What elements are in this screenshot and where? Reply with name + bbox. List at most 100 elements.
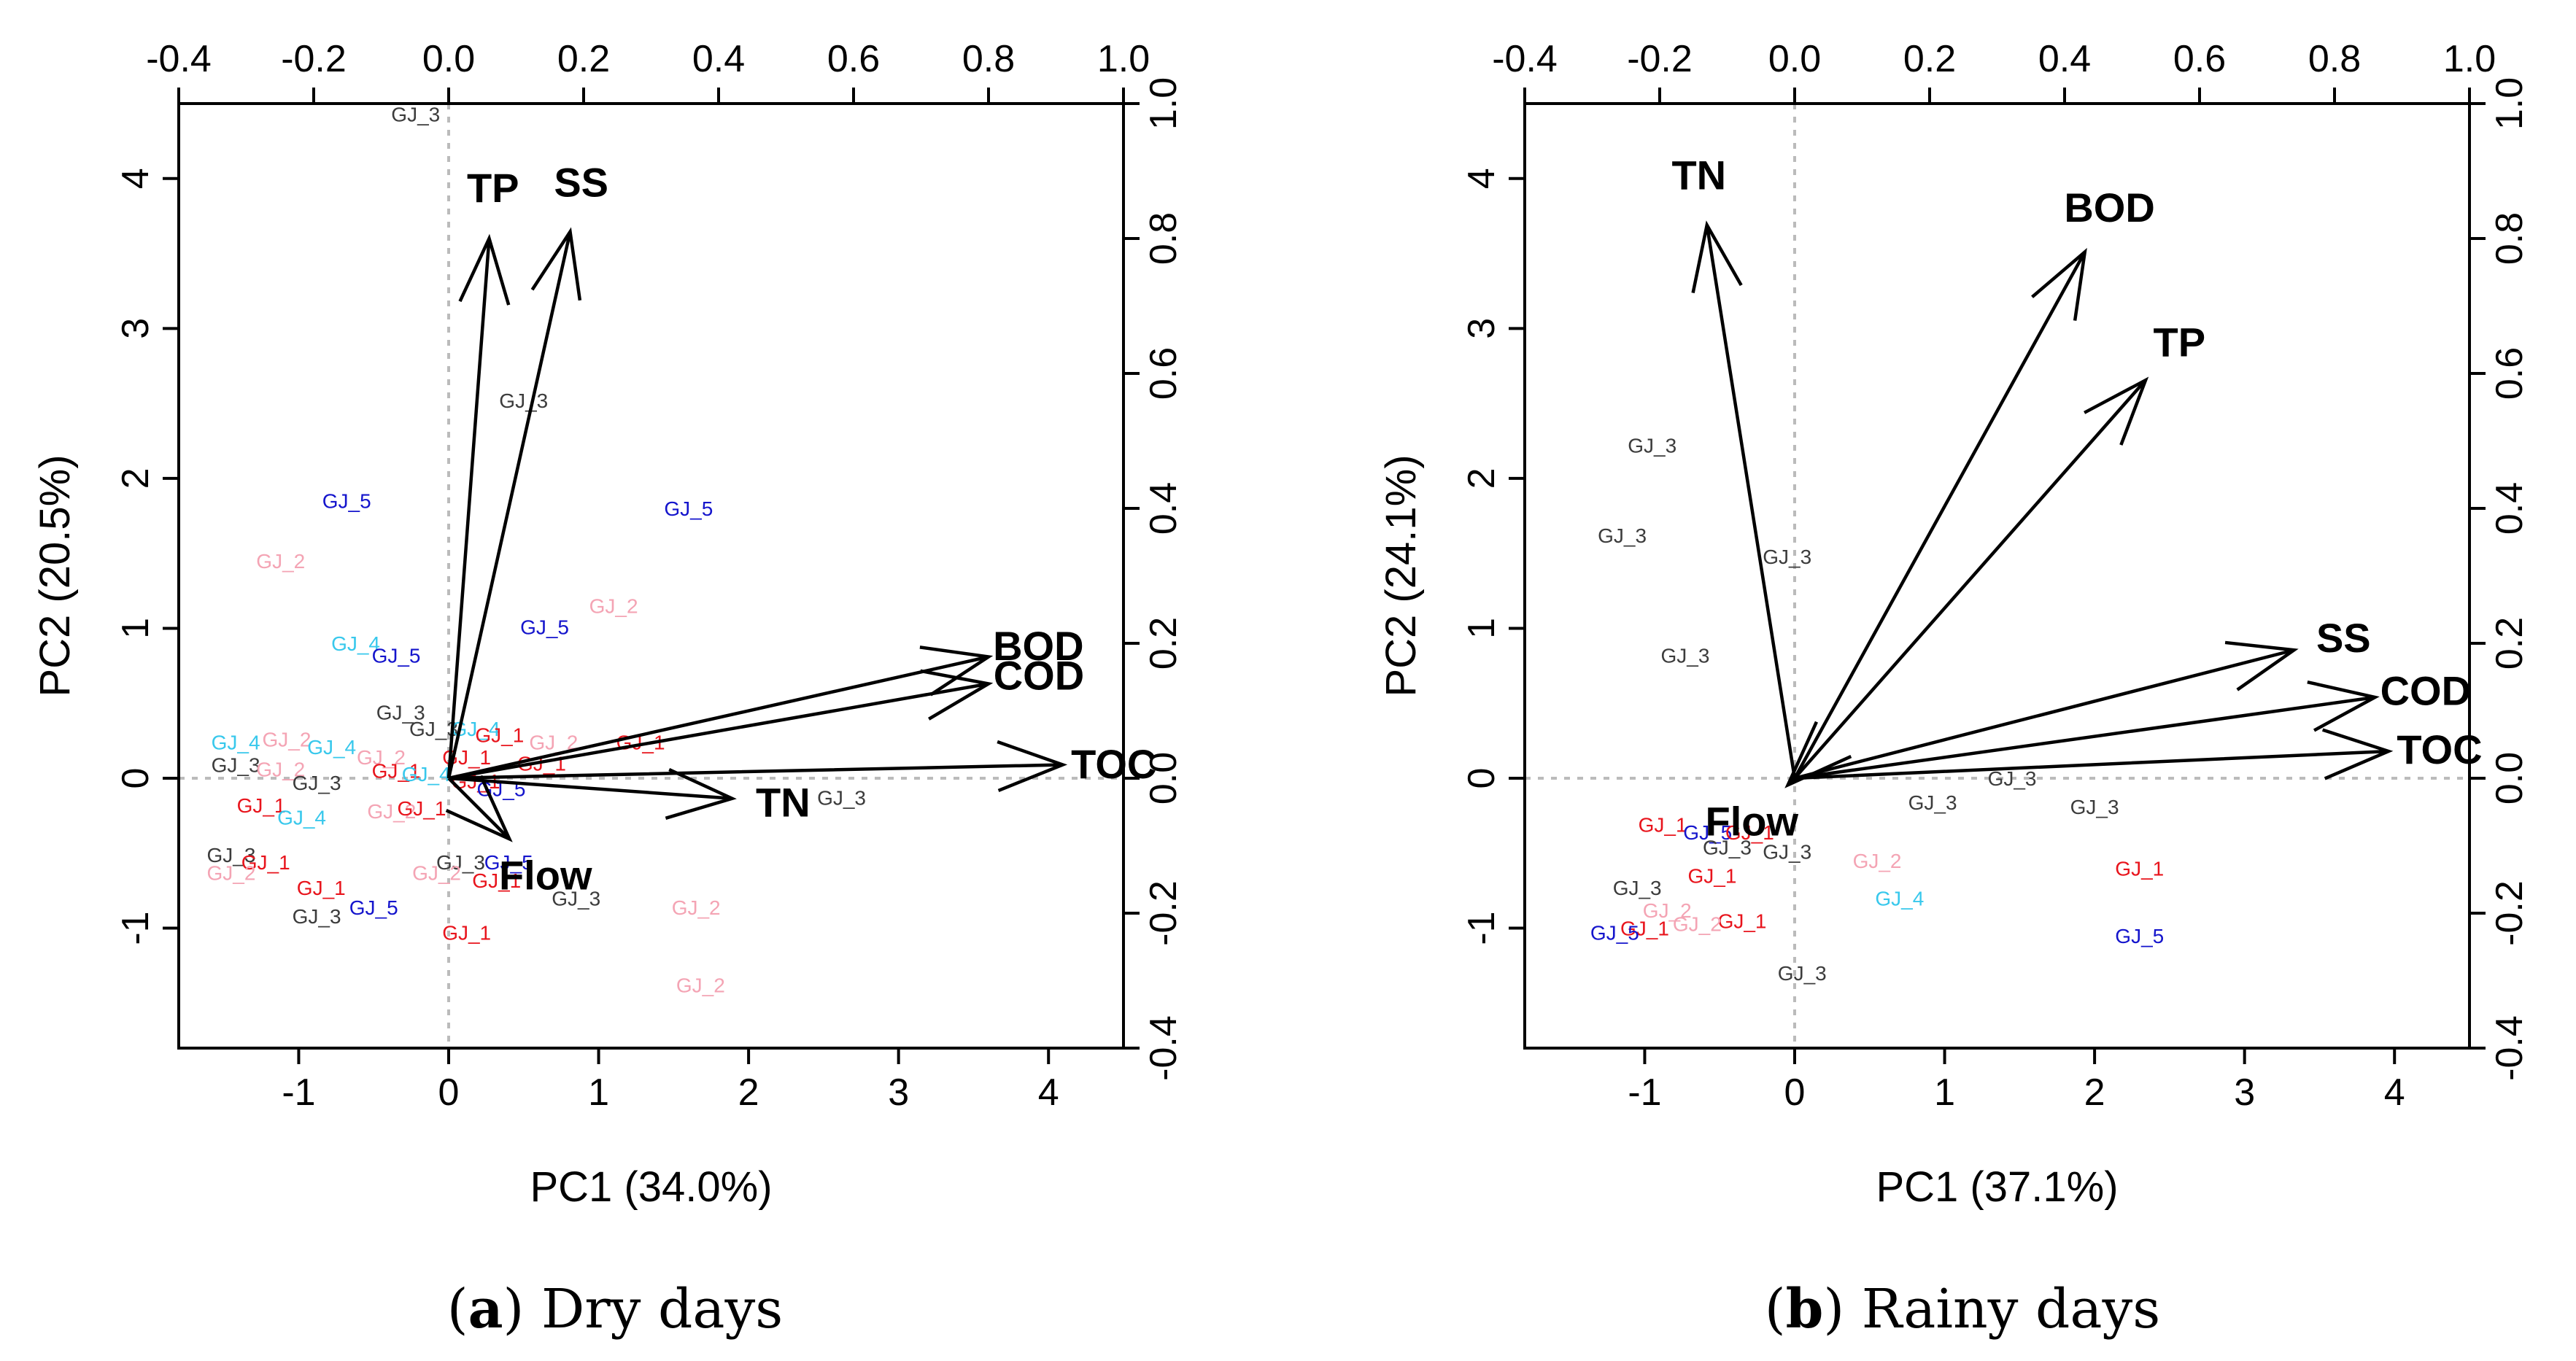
loading-label-cod: COD xyxy=(994,652,1084,698)
caption-text-dry: Dry days xyxy=(541,1278,783,1341)
observation-label: GJ_1 xyxy=(297,877,346,899)
observation-label: GJ_4 xyxy=(212,732,260,754)
observation-label: GJ_3 xyxy=(1778,962,1827,985)
y-axis-label: PC2 (24.1%) xyxy=(1377,454,1425,697)
observation-label: GJ_3 xyxy=(212,754,260,777)
top-tick-label: -0.4 xyxy=(146,38,212,80)
right-tick-label: 0.8 xyxy=(1142,212,1185,265)
top-tick-label: 0.4 xyxy=(692,38,745,80)
right-tick-label: 0.4 xyxy=(2488,482,2531,535)
observation-label: GJ_2 xyxy=(367,800,416,823)
observation-label: GJ_3 xyxy=(436,851,485,874)
top-tick-label: 0.2 xyxy=(1903,38,1956,80)
observation-label: GJ_1 xyxy=(1620,918,1669,940)
observation-label: GJ_1 xyxy=(1718,910,1767,932)
observation-label: GJ_3 xyxy=(1988,767,2037,790)
top-tick-label: 0.0 xyxy=(422,38,475,80)
right-tick-label: -0.2 xyxy=(1142,880,1185,946)
loading-arrow-toc xyxy=(448,740,1068,792)
loading-arrow-tn xyxy=(1691,220,1797,779)
observation-label: GJ_5 xyxy=(664,497,713,520)
top-tick-label: -0.4 xyxy=(1492,38,1558,80)
top-tick-label: -0.2 xyxy=(1627,38,1693,80)
loading-label-tn: TN xyxy=(756,780,811,826)
x-tick-label: 1 xyxy=(1934,1071,1955,1114)
observation-label: GJ_3 xyxy=(293,772,341,794)
observation-label: GJ_2 xyxy=(589,595,638,618)
right-tick-label: 0.2 xyxy=(2488,617,2531,670)
plot-frame xyxy=(177,102,1125,1050)
observation-label: GJ_3 xyxy=(817,787,866,810)
observation-label: GJ_1 xyxy=(237,794,286,817)
y-tick-label: 0 xyxy=(115,768,157,789)
right-tick-label: -0.2 xyxy=(2488,880,2531,946)
top-tick-label: 0.8 xyxy=(962,38,1015,80)
right-tick-label: 1.0 xyxy=(2488,77,2531,130)
observation-label: GJ_3 xyxy=(391,103,440,125)
observation-label: GJ_3 xyxy=(1598,524,1647,547)
observation-label: GJ_1 xyxy=(372,760,421,783)
x-tick-label: 3 xyxy=(2234,1071,2255,1114)
x-tick-label: 2 xyxy=(738,1071,759,1114)
observation-label: GJ_1 xyxy=(1639,814,1687,837)
observation-label: GJ_3 xyxy=(1613,877,1662,899)
top-tick-label: 0.6 xyxy=(2173,38,2226,80)
x-tick-label: 0 xyxy=(1784,1071,1806,1114)
observation-label: GJ_5 xyxy=(322,490,371,513)
right-tick-label: 0.6 xyxy=(2488,347,2531,400)
observation-label: GJ_2 xyxy=(206,862,255,885)
observation-label: GJ_3 xyxy=(409,718,458,740)
loading-label-tn: TN xyxy=(1671,152,1726,198)
y-tick-label: 2 xyxy=(1461,468,1503,489)
loading-label-flow: Flow xyxy=(499,853,592,899)
observation-label: GJ_3 xyxy=(552,887,600,910)
observation-label: GJ_2 xyxy=(256,759,305,781)
observation-label: GJ_2 xyxy=(672,896,721,919)
loading-arrow-tp xyxy=(1793,376,2149,780)
right-tick-label: -0.4 xyxy=(1142,1015,1185,1081)
observation-label: GJ_4 xyxy=(402,763,451,786)
loading-arrow-flow xyxy=(445,775,513,842)
y-tick-label: 3 xyxy=(1461,318,1503,339)
observation-label: GJ_4 xyxy=(277,806,326,829)
loading-arrow-toc xyxy=(1794,728,2394,780)
loading-arrow-ss xyxy=(446,227,582,779)
observation-label: GJ_1 xyxy=(2115,857,2164,880)
x-tick-label: -1 xyxy=(1628,1071,1661,1114)
loading-label-bod: BOD xyxy=(2064,185,2154,230)
loading-arrow-cod xyxy=(448,669,994,780)
right-tick-label: -0.4 xyxy=(2488,1015,2531,1081)
loading-label-ss: SS xyxy=(2316,615,2371,661)
observation-label: GJ_2 xyxy=(676,974,725,997)
top-tick-label: 0.0 xyxy=(1768,38,1821,80)
loading-arrow-cod xyxy=(1794,680,2380,780)
top-tick-label: -0.2 xyxy=(281,38,347,80)
observation-label: GJ_3 xyxy=(1763,546,1811,568)
loading-label-tp: TP xyxy=(2154,319,2206,365)
observation-label: GJ_4 xyxy=(1875,887,1924,910)
panel-dry-days: -1 0 1 2 3 4 -1 0 1 2 3 4 -0.4 -0.2 0.0 0.2 0.4 0.6 0.8 1.0… xyxy=(31,38,1185,1211)
observation-label: GJ_3 xyxy=(2070,796,2119,818)
top-tick-label: 0.6 xyxy=(827,38,880,80)
observation-label: GJ_5 xyxy=(2115,925,2164,947)
top-tick-label: 0.2 xyxy=(557,38,610,80)
loading-arrow-bod xyxy=(448,645,994,780)
y-tick-label: 1 xyxy=(1461,618,1503,639)
observation-label: GJ_2 xyxy=(1673,912,1722,935)
caption-dry-days: (a) Dry days xyxy=(447,1278,784,1341)
right-tick-label: 0.6 xyxy=(1142,347,1185,400)
observation-label: GJ_3 xyxy=(293,905,341,928)
loading-label-bod: BOD xyxy=(993,623,1083,669)
x-tick-label: 0 xyxy=(438,1071,460,1114)
observation-label: GJ_3 xyxy=(1628,435,1676,457)
observation-label: GJ_1 xyxy=(1687,865,1736,888)
top-tick-label: 1.0 xyxy=(2443,38,2496,80)
observation-label: GJ_3 xyxy=(1908,791,1957,814)
observation-label: GJ_3 xyxy=(1660,644,1709,667)
observation-label: GJ_2 xyxy=(357,746,406,769)
observation-label: GJ_5 xyxy=(1683,821,1732,844)
y-tick-label: 3 xyxy=(115,318,157,339)
x-tick-label: -1 xyxy=(282,1071,315,1114)
loading-label-toc: TOC xyxy=(1071,741,1156,787)
